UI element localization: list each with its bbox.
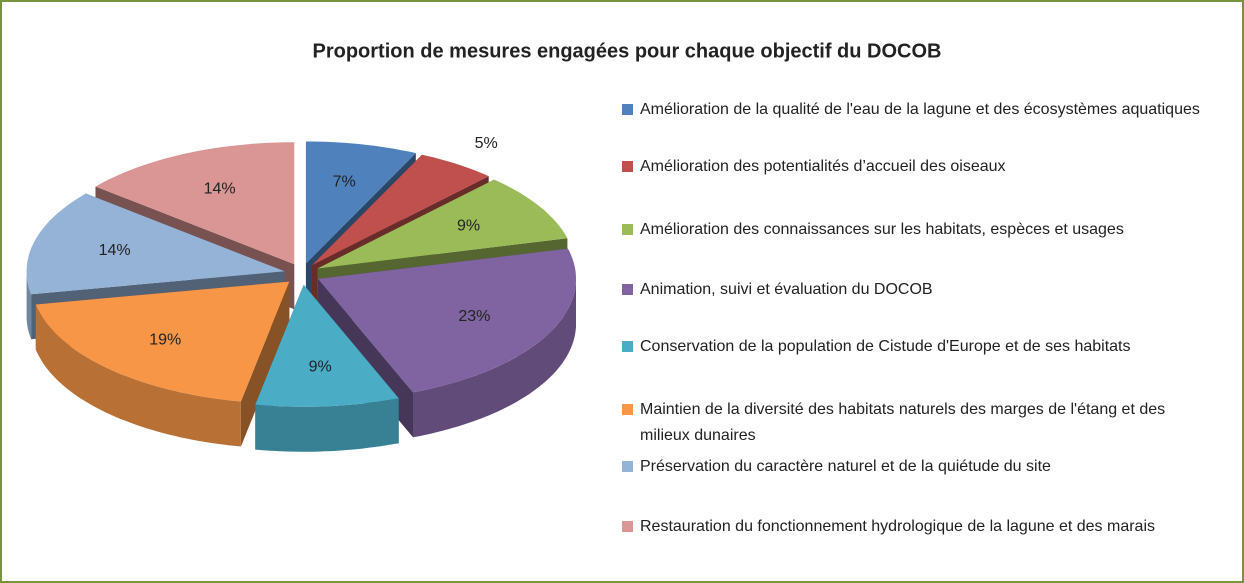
legend-entry: Maintien de la diversité des habitats na…	[622, 397, 1210, 449]
legend-swatch	[622, 341, 633, 352]
legend-label: Restauration du fonctionnement hydrologi…	[640, 518, 1155, 535]
legend-label: Maintien de la diversité des habitats na…	[640, 401, 1166, 444]
legend-swatch	[622, 461, 633, 472]
chart-title: Proportion de mesures engagées pour chaq…	[313, 40, 942, 62]
legend-swatch	[622, 404, 633, 415]
data-label: 19%	[149, 332, 181, 349]
legend-entry: Amélioration de la qualité de l'eau de l…	[622, 97, 1210, 123]
slice	[95, 142, 295, 265]
legend-label: Préservation du caractère naturel et de …	[640, 458, 1051, 475]
slice-wall	[35, 304, 241, 447]
legend-label: Conservation de la population de Cistude…	[640, 338, 1131, 355]
legend-swatch	[622, 521, 633, 532]
legend-label: Amélioration des potentialités d’accueil…	[640, 158, 1006, 175]
slice-wall	[255, 398, 399, 452]
slice	[317, 179, 568, 269]
data-label: 7%	[333, 174, 356, 191]
legend-swatch	[622, 104, 633, 115]
slice	[35, 281, 290, 402]
slice	[26, 193, 285, 295]
data-label: 14%	[99, 242, 131, 259]
legend-swatch	[622, 161, 633, 172]
legend-entry: Restauration du fonctionnement hydrologi…	[622, 514, 1210, 540]
legend-entry: Conservation de la population de Cistude…	[622, 334, 1210, 360]
data-label: 14%	[204, 180, 236, 197]
slice	[305, 141, 416, 264]
data-label: 23%	[458, 308, 490, 325]
data-label: 9%	[457, 217, 480, 234]
slice	[255, 284, 399, 407]
legend-swatch	[622, 224, 633, 235]
slice-wall	[26, 271, 32, 340]
slice	[318, 248, 576, 393]
legend-entry: Animation, suivi et évaluation du DOCOB	[622, 277, 1210, 303]
legend-entry: Préservation du caractère naturel et de …	[622, 454, 1210, 480]
legend-label: Animation, suivi et évaluation du DOCOB	[640, 281, 933, 298]
legend-label: Amélioration de la qualité de l'eau de l…	[640, 101, 1200, 118]
legend-swatch	[622, 284, 633, 295]
slice	[312, 154, 489, 266]
slice-wall	[413, 278, 576, 438]
legend-entry: Amélioration des potentialités d’accueil…	[622, 154, 1210, 180]
data-label: 9%	[309, 359, 332, 376]
data-label: 5%	[475, 135, 498, 152]
legend-label: Amélioration des connaissances sur les h…	[640, 221, 1124, 238]
legend-entry: Amélioration des connaissances sur les h…	[622, 217, 1210, 243]
